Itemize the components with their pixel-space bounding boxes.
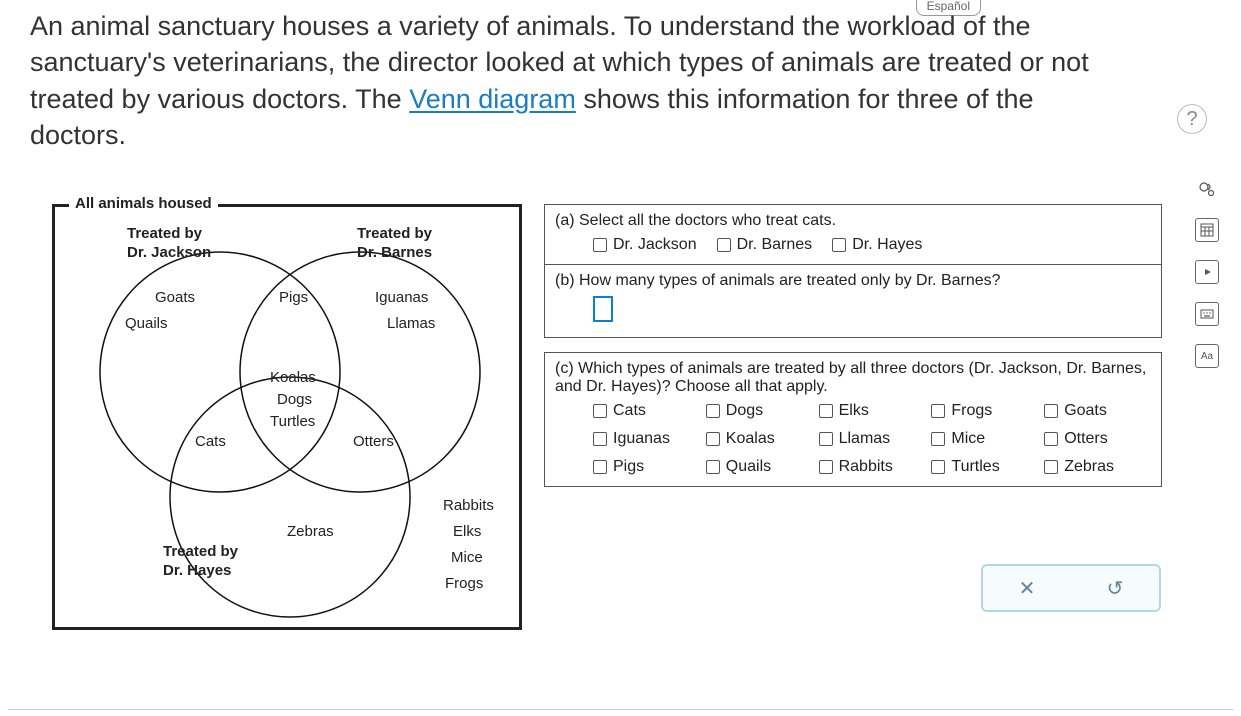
- bottom-divider: [8, 709, 1233, 710]
- questions-panel: (a) Select all the doctors who treat cat…: [544, 204, 1162, 487]
- region-outside-3: Frogs: [445, 575, 483, 592]
- region-outside-2: Mice: [451, 549, 483, 566]
- region-jh-0: Cats: [195, 433, 226, 450]
- qa-option-barnes[interactable]: Dr. Barnes: [717, 236, 813, 254]
- label-hayes: Treated by Dr. Hayes: [163, 543, 238, 581]
- qc-option-llamas[interactable]: Llamas: [819, 430, 926, 448]
- clear-button[interactable]: ✕: [1012, 576, 1042, 601]
- reset-button[interactable]: ↺: [1100, 576, 1130, 601]
- question-c: (c) Which types of animals are treated b…: [544, 352, 1162, 487]
- question-b-input[interactable]: [593, 296, 613, 322]
- label-jackson: Treated by Dr. Jackson: [127, 225, 211, 263]
- question-a: (a) Select all the doctors who treat cat…: [544, 204, 1162, 264]
- qc-opt-label-5: Iguanas: [613, 430, 670, 448]
- qc-opt-label-6: Koalas: [726, 430, 775, 448]
- qc-option-otters[interactable]: Otters: [1044, 430, 1151, 448]
- action-bar: ✕ ↺: [981, 564, 1161, 612]
- qc-option-frogs[interactable]: Frogs: [931, 402, 1038, 420]
- qc-option-rabbits[interactable]: Rabbits: [819, 458, 926, 476]
- qc-opt-label-12: Rabbits: [839, 458, 893, 476]
- qc-option-koalas[interactable]: Koalas: [706, 430, 813, 448]
- question-a-text: (a) Select all the doctors who treat cat…: [555, 212, 1151, 230]
- qc-option-turtles[interactable]: Turtles: [931, 458, 1038, 476]
- qc-option-pigs[interactable]: Pigs: [593, 458, 700, 476]
- region-outside-1: Elks: [453, 523, 481, 540]
- region-all-0: Koalas: [270, 369, 316, 386]
- venn-diagram-box: All animals housed Treated by Dr. Jackso…: [52, 204, 522, 630]
- label-barnes: Treated by Dr. Barnes: [357, 225, 432, 263]
- region-outside-0: Rabbits: [443, 497, 494, 514]
- question-c-text: (c) Which types of animals are treated b…: [555, 360, 1151, 396]
- qc-option-quails[interactable]: Quails: [706, 458, 813, 476]
- region-all-1: Dogs: [277, 391, 312, 408]
- venn-diagram-link[interactable]: Venn diagram: [409, 84, 576, 114]
- qa-opt-label-2: Dr. Hayes: [852, 236, 922, 254]
- text-size-icon[interactable]: Aa: [1195, 344, 1219, 368]
- qc-option-mice[interactable]: Mice: [931, 430, 1038, 448]
- keyboard-icon[interactable]: [1195, 302, 1219, 326]
- question-prompt: An animal sanctuary houses a variety of …: [30, 8, 1110, 154]
- tool-sidebar: Aa: [1195, 176, 1219, 368]
- help-button[interactable]: ?: [1177, 104, 1207, 134]
- qc-opt-label-1: Dogs: [726, 402, 763, 420]
- qc-opt-label-4: Goats: [1064, 402, 1107, 420]
- video-icon[interactable]: [1195, 260, 1219, 284]
- region-jb-0: Pigs: [279, 289, 308, 306]
- read-aloud-icon[interactable]: [1195, 176, 1219, 200]
- qc-opt-label-3: Frogs: [951, 402, 992, 420]
- qc-opt-label-2: Elks: [839, 402, 869, 420]
- qc-option-iguanas[interactable]: Iguanas: [593, 430, 700, 448]
- qc-opt-label-0: Cats: [613, 402, 646, 420]
- qc-option-goats[interactable]: Goats: [1044, 402, 1151, 420]
- qc-option-dogs[interactable]: Dogs: [706, 402, 813, 420]
- region-hayes-only-0: Zebras: [287, 523, 334, 540]
- region-jackson-only-0: Goats: [155, 289, 195, 306]
- question-b-text: (b) How many types of animals are treate…: [555, 272, 1151, 290]
- region-barnes-only-1: Llamas: [387, 315, 435, 332]
- qa-opt-label-0: Dr. Jackson: [613, 236, 697, 254]
- qc-opt-label-10: Pigs: [613, 458, 644, 476]
- qc-option-elks[interactable]: Elks: [819, 402, 926, 420]
- qc-opt-label-9: Otters: [1064, 430, 1108, 448]
- question-a-options: Dr. Jackson Dr. Barnes Dr. Hayes: [555, 236, 1151, 254]
- calculator-icon[interactable]: [1195, 218, 1219, 242]
- question-b: (b) How many types of animals are treate…: [544, 264, 1162, 338]
- qc-option-zebras[interactable]: Zebras: [1044, 458, 1151, 476]
- qc-opt-label-13: Turtles: [951, 458, 999, 476]
- qa-option-hayes[interactable]: Dr. Hayes: [832, 236, 922, 254]
- question-c-options: Cats Dogs Elks Frogs Goats Iguanas Koalas Llama…: [555, 402, 1151, 476]
- region-all-2: Turtles: [270, 413, 315, 430]
- region-jackson-only-1: Quails: [125, 315, 168, 332]
- qc-opt-label-14: Zebras: [1064, 458, 1114, 476]
- qa-option-jackson[interactable]: Dr. Jackson: [593, 236, 697, 254]
- qc-opt-label-11: Quails: [726, 458, 771, 476]
- qa-opt-label-1: Dr. Barnes: [737, 236, 813, 254]
- qc-option-cats[interactable]: Cats: [593, 402, 700, 420]
- qc-opt-label-8: Mice: [951, 430, 985, 448]
- qc-opt-label-7: Llamas: [839, 430, 891, 448]
- region-barnes-only-0: Iguanas: [375, 289, 428, 306]
- region-bh-0: Otters: [353, 433, 394, 450]
